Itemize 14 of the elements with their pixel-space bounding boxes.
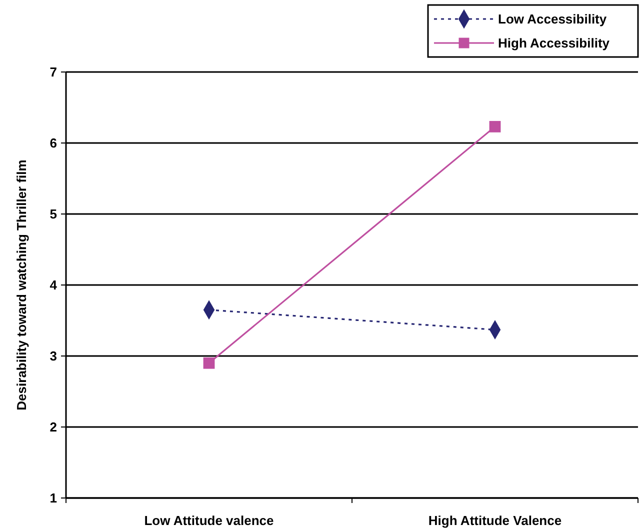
x-tick-label: High Attitude Valence [428, 513, 562, 528]
y-tick-label: 4 [50, 278, 58, 293]
point [489, 120, 501, 132]
x-tick-label: Low Attitude valence [144, 513, 274, 528]
y-axis-title: Desirability toward watching Thriller film [14, 160, 29, 410]
legend-label: High Accessibility [498, 36, 610, 51]
y-tick-label: 6 [50, 136, 57, 151]
point [203, 357, 215, 369]
y-tick-label: 3 [50, 348, 57, 364]
y-tick-label: 7 [50, 64, 57, 80]
y-tick-label: 5 [50, 206, 57, 222]
y-tick-label: 2 [50, 420, 57, 435]
y-tick-label: 1 [50, 490, 57, 506]
legend-label: Low Accessibility [498, 12, 608, 27]
